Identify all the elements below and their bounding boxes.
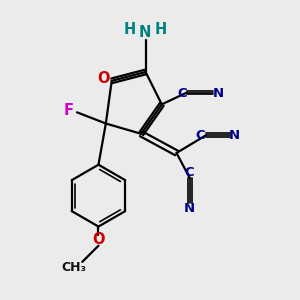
- Text: C: C: [177, 87, 187, 100]
- Text: N: N: [213, 87, 224, 100]
- Text: O: O: [97, 71, 110, 86]
- Text: F: F: [64, 103, 74, 118]
- Text: N: N: [139, 25, 151, 40]
- Text: H: H: [123, 22, 136, 37]
- Text: C: C: [196, 129, 206, 142]
- Text: N: N: [184, 202, 195, 214]
- Text: O: O: [92, 232, 105, 247]
- Text: H: H: [154, 22, 167, 37]
- Text: C: C: [184, 167, 194, 179]
- Text: CH₃: CH₃: [61, 261, 86, 274]
- Text: N: N: [229, 129, 240, 142]
